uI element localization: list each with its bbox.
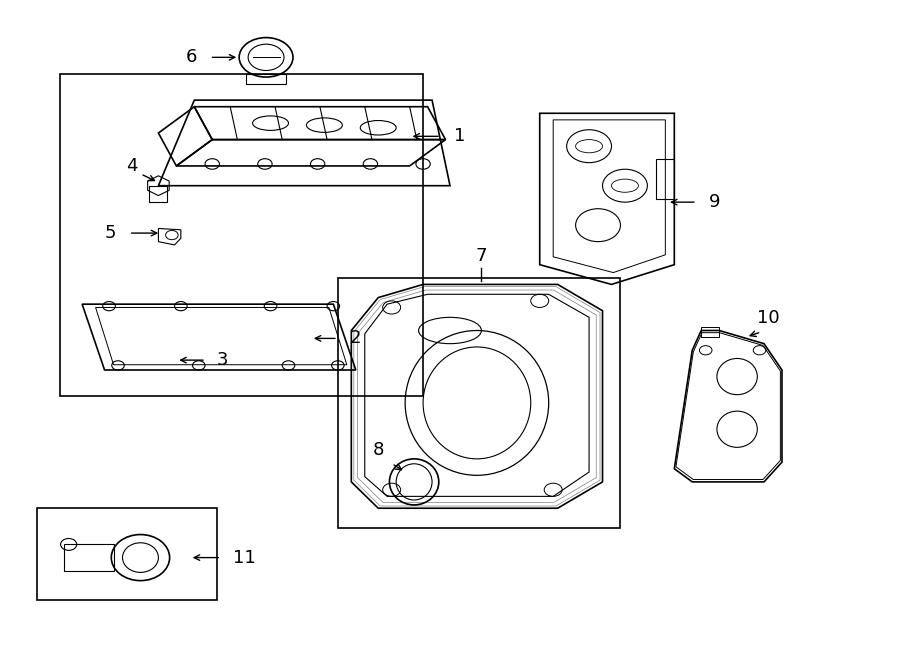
Bar — [247, 74, 286, 84]
Bar — [149, 186, 167, 202]
Bar — [37, 508, 217, 600]
Bar — [64, 545, 113, 570]
Text: 1: 1 — [454, 128, 466, 145]
Text: 4: 4 — [126, 157, 137, 175]
Text: 3: 3 — [217, 351, 229, 369]
Text: 8: 8 — [373, 441, 384, 459]
Text: 9: 9 — [708, 193, 720, 211]
Bar — [656, 159, 674, 199]
Text: 10: 10 — [757, 309, 779, 327]
Text: 2: 2 — [349, 329, 361, 348]
Bar — [701, 327, 719, 337]
Bar — [338, 278, 620, 528]
Text: 5: 5 — [104, 224, 116, 242]
Text: 7: 7 — [476, 247, 487, 264]
Text: 11: 11 — [233, 549, 256, 566]
Bar — [59, 74, 423, 397]
Text: 6: 6 — [185, 48, 197, 66]
